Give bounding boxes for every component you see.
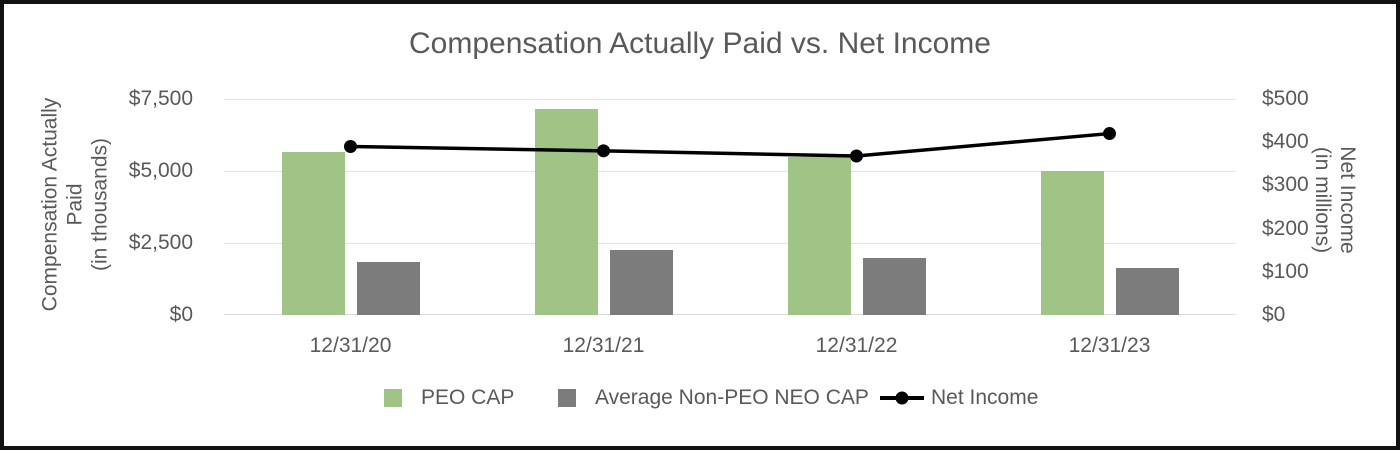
peo-cap-bar-12-31-23 <box>1040 171 1104 315</box>
average-non-peo-neo-cap-bar-12-31-21 <box>609 249 673 315</box>
horizontal-gridline <box>224 99 1236 100</box>
right-axis-tick: $500 <box>1262 87 1309 110</box>
peo-cap-bar-12-31-22 <box>787 156 851 315</box>
net-income-point-12-31-22 <box>850 149 863 163</box>
net-income-line-marker <box>880 391 924 405</box>
right-axis-tick: $200 <box>1262 216 1309 240</box>
net-income-point-12-31-23 <box>1103 127 1116 141</box>
left-axis-tick: $0 <box>169 303 193 326</box>
peo-cap-swatch <box>384 389 402 407</box>
left-axis-tick: $7,500 <box>128 87 193 110</box>
legend-label-peo-cap: PEO CAP <box>421 386 515 409</box>
right-axis-tick: $0 <box>1262 303 1286 326</box>
legend-label-net-income: Net Income <box>931 386 1039 409</box>
left-axis-title-line: Compensation Actually <box>38 97 62 312</box>
right-axis-tick: $400 <box>1262 130 1309 154</box>
average-non-peo-neo-cap-bar-12-31-23 <box>1115 267 1179 315</box>
horizontal-gridline <box>224 171 1236 172</box>
net-income-point-12-31-20 <box>344 140 357 154</box>
legend-label-avg-non-peo-neo-cap: Average Non-PEO NEO CAP <box>595 386 869 409</box>
net-income-dot-marker <box>895 391 909 405</box>
legend-item-peo-cap: PEO CAP <box>384 386 515 409</box>
x-axis-label-12-31-23: 12/31/23 <box>1068 334 1151 357</box>
x-axis-label-12-31-20: 12/31/20 <box>309 334 392 357</box>
net-income-line <box>350 131 1110 158</box>
left-axis-tick: $2,500 <box>128 231 193 254</box>
x-axis-label-12-31-22: 12/31/22 <box>815 334 898 357</box>
x-axis-label-12-31-21: 12/31/21 <box>562 334 645 357</box>
net-income-point-12-31-21 <box>597 144 610 158</box>
average-non-peo-neo-cap-bar-12-31-22 <box>862 257 926 315</box>
peo-cap-bar-12-31-20 <box>281 152 345 315</box>
left-axis-tick: $5,000 <box>128 159 193 182</box>
net-income-line-layer <box>344 127 1116 163</box>
plot-area <box>224 99 1236 315</box>
peo-cap-bar-12-31-21 <box>534 109 598 315</box>
legend-item-avg-non-peo-neo-cap: Average Non-PEO NEO CAP <box>558 386 869 409</box>
right-axis-tick: $100 <box>1262 259 1309 283</box>
right-axis-tick: $300 <box>1262 173 1309 197</box>
legend-item-net-income: Net Income <box>880 386 1039 409</box>
horizontal-gridline <box>224 243 1236 244</box>
horizontal-gridline <box>224 314 1236 315</box>
chart-title: Compensation Actually Paid vs. Net Incom… <box>409 27 991 60</box>
average-non-peo-neo-cap-bar-12-31-20 <box>356 262 420 315</box>
avg-non-peo-neo-cap-swatch <box>558 389 576 407</box>
